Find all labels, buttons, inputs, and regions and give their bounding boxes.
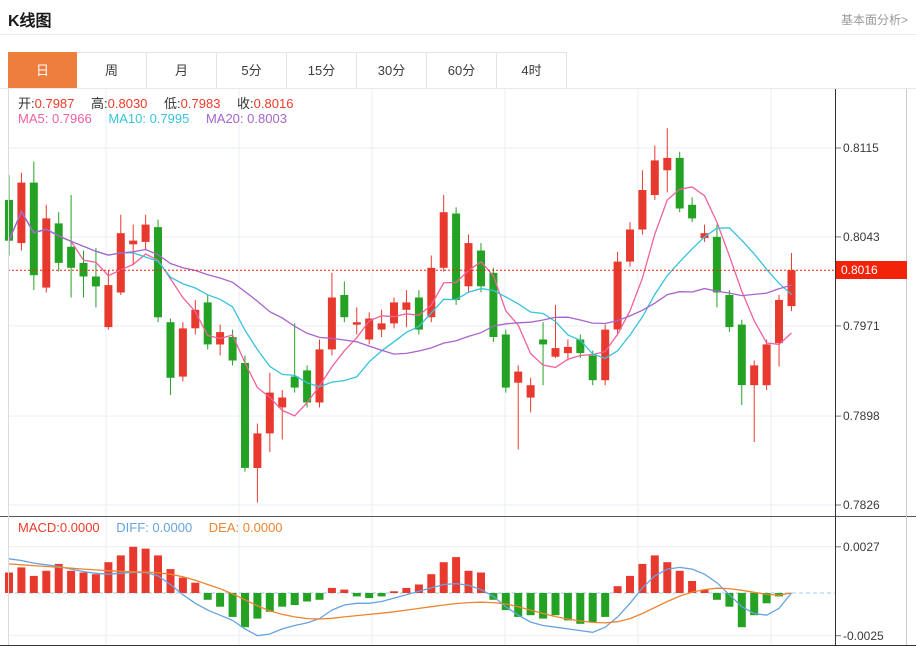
ma20-value: 0.8003	[247, 111, 287, 126]
tab-day[interactable]: 日	[8, 52, 77, 89]
macd-tick-1: -0.0025	[843, 629, 884, 643]
close-label: 收:	[237, 96, 254, 111]
tab-4hour[interactable]: 4时	[497, 53, 566, 88]
current-price-tag: 0.8016	[836, 261, 907, 279]
close-value: 0.8016	[253, 96, 294, 111]
dea-value: 0.0000	[242, 520, 283, 535]
ma10-label: MA10:	[108, 111, 146, 126]
diff-value: 0.0000	[152, 520, 193, 535]
ma-legend: MA5: 0.7966 MA10: 0.7995 MA20: 0.8003	[18, 111, 300, 126]
high-label: 高:	[91, 96, 108, 111]
tabbar-divider	[0, 88, 916, 89]
ma5-label: MA5:	[18, 111, 49, 126]
ma20-label: MA20:	[205, 111, 244, 126]
dea-label: DEA:	[208, 520, 240, 535]
open-label: 开:	[18, 96, 35, 111]
high-value: 0.8030	[107, 96, 148, 111]
tab-week[interactable]: 周	[77, 53, 147, 88]
macd-legend: MACD:0.0000 DIFF: 0.0000 DEA: 0.0000	[18, 520, 296, 535]
price-tick-0: 0.8115	[843, 141, 879, 155]
ma5-value: 0.7966	[51, 111, 92, 126]
page-title: K线图	[8, 13, 52, 30]
open-value: 0.7987	[34, 96, 75, 111]
ohlc-legend: 开:0.7987 高:0.8030 低:0.7983 收:0.8016	[18, 93, 306, 112]
tab-month[interactable]: 月	[147, 53, 217, 88]
tab-30min[interactable]: 30分	[357, 53, 427, 88]
diff-label: DIFF:	[116, 520, 149, 535]
macd-tick-0: 0.0027	[843, 540, 880, 554]
price-tick-3: 0.7898	[843, 409, 880, 423]
tab-60min[interactable]: 60分	[427, 53, 497, 88]
low-label: 低:	[164, 96, 181, 111]
low-value: 0.7983	[180, 96, 221, 111]
tab-5min[interactable]: 5分	[217, 53, 287, 88]
ma10-value: 0.7995	[149, 111, 190, 126]
tab-15min[interactable]: 15分	[287, 53, 357, 88]
price-tick-4: 0.7826	[843, 498, 880, 512]
macd-label: MACD:	[18, 520, 60, 535]
macd-value: 0.0000	[59, 520, 100, 535]
period-tabbar: 日 周 月 5分 15分 30分 60分 4时	[8, 52, 567, 89]
title-divider	[0, 34, 916, 35]
price-tick-1: 0.8043	[843, 230, 880, 244]
price-tick-2: 0.7971	[843, 319, 880, 333]
fundamental-analysis-link[interactable]: 基本面分析>	[840, 13, 908, 27]
